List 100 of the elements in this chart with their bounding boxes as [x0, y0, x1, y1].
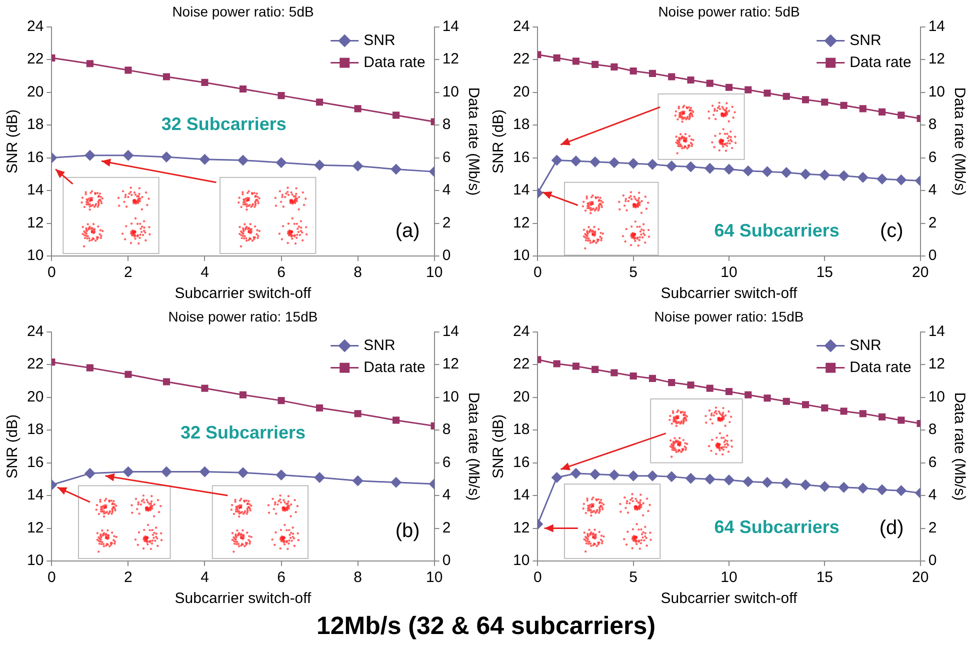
point — [800, 479, 812, 490]
point — [685, 161, 696, 172]
point — [278, 92, 285, 100]
point — [859, 105, 866, 112]
y2-tick-label: 10 — [928, 83, 946, 100]
point — [878, 413, 886, 420]
point — [840, 102, 848, 109]
y2-tick-label: 2 — [442, 214, 451, 232]
point — [685, 472, 696, 484]
point — [821, 98, 828, 106]
point — [742, 476, 754, 488]
y2-tick-label: 6 — [928, 148, 937, 166]
point — [160, 466, 172, 478]
x-tick-label: 2 — [124, 569, 132, 586]
point — [122, 150, 134, 161]
x-tick-label: 15 — [816, 264, 833, 282]
y2-tick-label: 12 — [442, 50, 460, 68]
point — [239, 391, 247, 398]
point — [354, 105, 362, 112]
y2-tick-label: 0 — [442, 247, 451, 264]
point — [668, 379, 676, 386]
point — [201, 78, 208, 86]
point — [725, 84, 733, 91]
point — [744, 391, 752, 398]
y2-tick-label: 0 — [442, 552, 451, 570]
y-tick-label: 18 — [512, 421, 530, 438]
y-axis-title: SNR (dB) — [4, 414, 22, 478]
point — [859, 410, 866, 418]
y-axis-title: SNR (dB) — [4, 109, 22, 174]
y-tick-label: 12 — [26, 519, 44, 536]
y2-tick-label: 2 — [928, 214, 937, 232]
point — [706, 80, 714, 87]
y2-axis-title: Data rate (Mb/s) — [950, 87, 968, 196]
legend-label: SNR — [364, 32, 396, 49]
y2-tick-label: 14 — [442, 18, 460, 35]
point — [592, 366, 599, 373]
point — [782, 92, 790, 100]
point — [276, 157, 287, 168]
point — [706, 384, 714, 392]
text: 12Mb/s (32 & 64 subcarriers) — [315, 612, 657, 641]
y-tick-label: 22 — [26, 50, 44, 68]
point — [553, 54, 560, 62]
point — [800, 168, 812, 180]
x-tick-label: 8 — [354, 569, 362, 586]
point — [84, 150, 96, 161]
y-tick-label: 14 — [512, 182, 530, 199]
point — [551, 472, 562, 484]
point — [780, 167, 792, 178]
annotation: 64 Subcarriers — [714, 517, 840, 538]
point — [553, 360, 560, 368]
point — [630, 372, 637, 380]
y-tick-label: 14 — [26, 486, 44, 504]
annotation: 32 Subcarriers — [161, 114, 286, 134]
point — [896, 485, 907, 496]
point — [668, 73, 676, 80]
y-tick-label: 20 — [26, 388, 44, 406]
point — [590, 156, 601, 168]
y-tick-label: 20 — [512, 83, 530, 100]
point — [666, 160, 678, 172]
point — [819, 481, 830, 492]
x-tick-label: 15 — [816, 569, 833, 586]
point — [608, 470, 620, 481]
point — [819, 169, 830, 180]
x-tick-label: 10 — [720, 264, 738, 282]
point — [762, 166, 773, 178]
point — [572, 362, 580, 370]
y-tick-label: 24 — [512, 18, 530, 35]
y2-tick-label: 0 — [928, 552, 937, 570]
point — [780, 478, 792, 489]
point — [857, 482, 868, 494]
y-tick-label: 12 — [512, 214, 530, 232]
point — [238, 154, 248, 166]
point — [610, 63, 618, 70]
point — [276, 470, 287, 481]
x-tick-label: 0 — [48, 569, 56, 586]
point — [572, 58, 580, 65]
point — [314, 160, 326, 171]
y2-tick-label: 6 — [442, 454, 451, 471]
y2-tick-label: 4 — [442, 182, 451, 199]
y-tick-label: 24 — [26, 322, 44, 340]
y2-tick-label: 10 — [928, 388, 946, 406]
point — [352, 160, 364, 172]
x-tick-label: 4 — [200, 569, 209, 586]
point — [124, 370, 132, 378]
annotation: (b) — [395, 520, 420, 542]
point — [628, 470, 639, 482]
y-tick-label: 16 — [512, 454, 530, 471]
point — [392, 112, 400, 119]
y-tick-label: 18 — [26, 421, 44, 438]
y-tick-label: 18 — [26, 116, 44, 134]
y-tick-label: 18 — [512, 116, 530, 134]
x-tick-label: 5 — [629, 569, 638, 586]
x-tick-label: 0 — [48, 264, 56, 282]
point — [838, 482, 850, 493]
chart-title: Noise power ratio: 15dB — [654, 308, 804, 324]
y-tick-label: 24 — [512, 322, 530, 340]
x-axis-title: Subcarrier switch-off — [660, 590, 798, 608]
x-tick-label: 6 — [277, 569, 286, 586]
x-tick-label: 4 — [200, 264, 209, 282]
legend-label: Data rate — [850, 54, 912, 71]
